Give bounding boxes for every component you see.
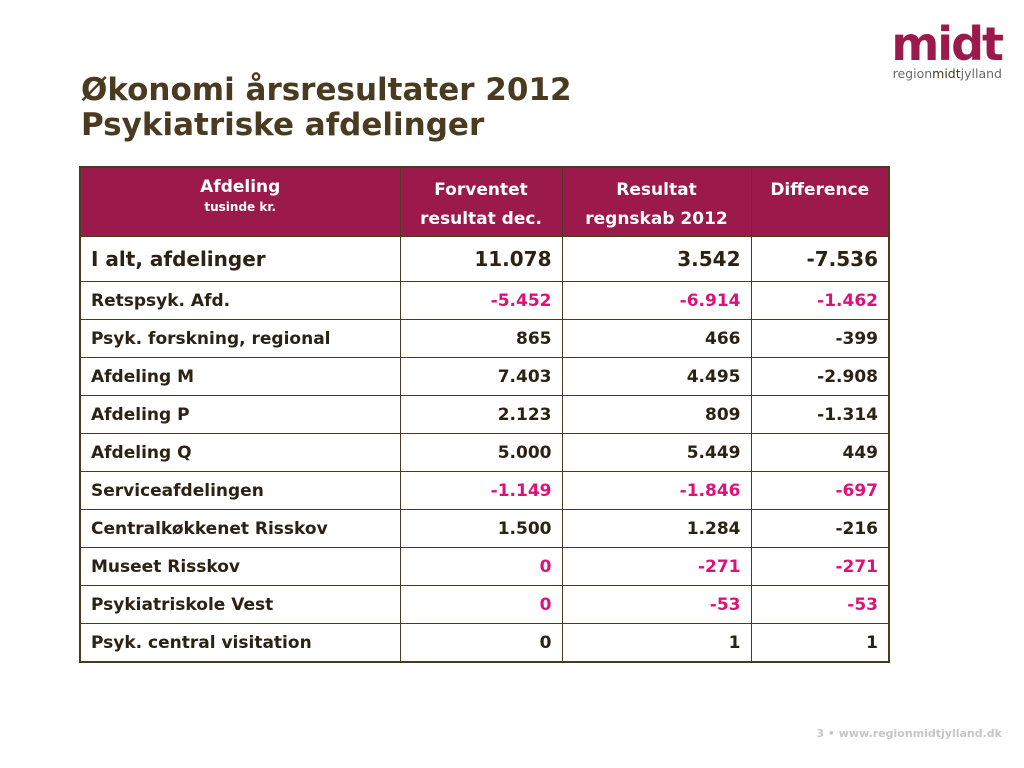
logo-tag-post: jylland	[960, 66, 1002, 81]
logo-tag-pre: region	[892, 66, 933, 81]
row-resultat: -6.914	[561, 281, 752, 320]
page-title: Økonomi årsresultater 2012 Psykiatriske …	[81, 73, 572, 143]
row-difference: -697	[750, 471, 890, 510]
table-row: Afdeling Q 5.000 5.449 449	[79, 433, 890, 472]
table-row: Psyk. forskning, regional 865 466 -399	[79, 319, 890, 358]
table-header-row: Afdeling tusinde kr. Forventet resultat …	[79, 166, 890, 237]
row-difference: -2.908	[750, 357, 890, 396]
header-afdeling: Afdeling tusinde kr.	[79, 166, 401, 237]
row-name: Psykiatriskole Vest	[79, 585, 401, 624]
table-row: Psykiatriskole Vest 0 -53 -53	[79, 585, 890, 624]
region-midtjylland-logo: midt regionmidtjylland	[891, 17, 1004, 81]
row-resultat: 809	[561, 395, 752, 434]
header-forventet-line2: resultat dec.	[420, 209, 542, 229]
table-row: Retspsyk. Afd. -5.452 -6.914 -1.462	[79, 281, 890, 320]
table-row: Centralkøkkenet Risskov 1.500 1.284 -216	[79, 509, 890, 548]
page-number: 3	[816, 727, 825, 740]
table-row: Serviceafdelingen -1.149 -1.846 -697	[79, 471, 890, 510]
footer: 3 • www.regionmidtjylland.dk	[816, 727, 1002, 740]
row-forventet: 0	[399, 585, 563, 624]
row-resultat: -1.846	[561, 471, 752, 510]
results-table: Afdeling tusinde kr. Forventet resultat …	[79, 166, 890, 663]
row-name: Afdeling P	[79, 395, 401, 434]
table-row: Museet Risskov 0 -271 -271	[79, 547, 890, 586]
row-name: Retspsyk. Afd.	[79, 281, 401, 320]
row-forventet: 7.403	[399, 357, 563, 396]
header-resultat-line2: regnskab 2012	[585, 209, 728, 229]
total-resultat: 3.542	[561, 236, 752, 282]
header-forventet-line1: Forventet	[434, 180, 528, 200]
row-name: Psyk. central visitation	[79, 623, 401, 663]
header-afdeling-label: Afdeling	[200, 177, 281, 197]
table-row: Psyk. central visitation 0 1 1	[79, 623, 890, 663]
row-resultat: 5.449	[561, 433, 752, 472]
row-resultat: 1.284	[561, 509, 752, 548]
logo-wordmark: midt	[891, 17, 1004, 71]
row-forventet: 1.500	[399, 509, 563, 548]
row-name: Serviceafdelingen	[79, 471, 401, 510]
row-forventet: -5.452	[399, 281, 563, 320]
header-difference: Difference	[750, 166, 890, 237]
row-forventet: 0	[399, 623, 563, 663]
row-resultat: 1	[561, 623, 752, 663]
footer-separator: •	[827, 727, 835, 740]
row-difference: -1.314	[750, 395, 890, 434]
row-forventet: 865	[399, 319, 563, 358]
row-difference: 1	[750, 623, 890, 663]
row-resultat: -271	[561, 547, 752, 586]
row-difference: -271	[750, 547, 890, 586]
header-forventet: Forventet resultat dec.	[399, 166, 563, 237]
row-forventet: 5.000	[399, 433, 563, 472]
row-resultat: 4.495	[561, 357, 752, 396]
row-name: Centralkøkkenet Risskov	[79, 509, 401, 548]
table-row: Afdeling P 2.123 809 -1.314	[79, 395, 890, 434]
title-line-1: Økonomi årsresultater 2012	[81, 72, 572, 108]
row-forventet: 2.123	[399, 395, 563, 434]
header-afdeling-unit: tusinde kr.	[204, 200, 277, 214]
total-name: I alt, afdelinger	[79, 236, 401, 282]
header-difference-label: Difference	[770, 180, 870, 200]
row-difference: -1.462	[750, 281, 890, 320]
title-line-2: Psykiatriske afdelinger	[81, 107, 485, 143]
row-name: Museet Risskov	[79, 547, 401, 586]
table-row: Afdeling M 7.403 4.495 -2.908	[79, 357, 890, 396]
row-difference: -216	[750, 509, 890, 548]
row-difference: 449	[750, 433, 890, 472]
header-resultat-line1: Resultat	[616, 180, 697, 200]
total-difference: -7.536	[750, 236, 890, 282]
row-forventet: 0	[399, 547, 563, 586]
website-link[interactable]: www.regionmidtjylland.dk	[838, 727, 1002, 740]
header-resultat: Resultat regnskab 2012	[561, 166, 752, 237]
table-row-total: I alt, afdelinger 11.078 3.542 -7.536	[79, 236, 890, 282]
row-difference: -53	[750, 585, 890, 624]
row-name: Afdeling Q	[79, 433, 401, 472]
row-name: Psyk. forskning, regional	[79, 319, 401, 358]
logo-tagline: regionmidtjylland	[891, 66, 1002, 81]
row-name: Afdeling M	[79, 357, 401, 396]
row-resultat: -53	[561, 585, 752, 624]
logo-tag-mid: midt	[932, 66, 961, 81]
total-forventet: 11.078	[399, 236, 563, 282]
row-difference: -399	[750, 319, 890, 358]
row-resultat: 466	[561, 319, 752, 358]
row-forventet: -1.149	[399, 471, 563, 510]
